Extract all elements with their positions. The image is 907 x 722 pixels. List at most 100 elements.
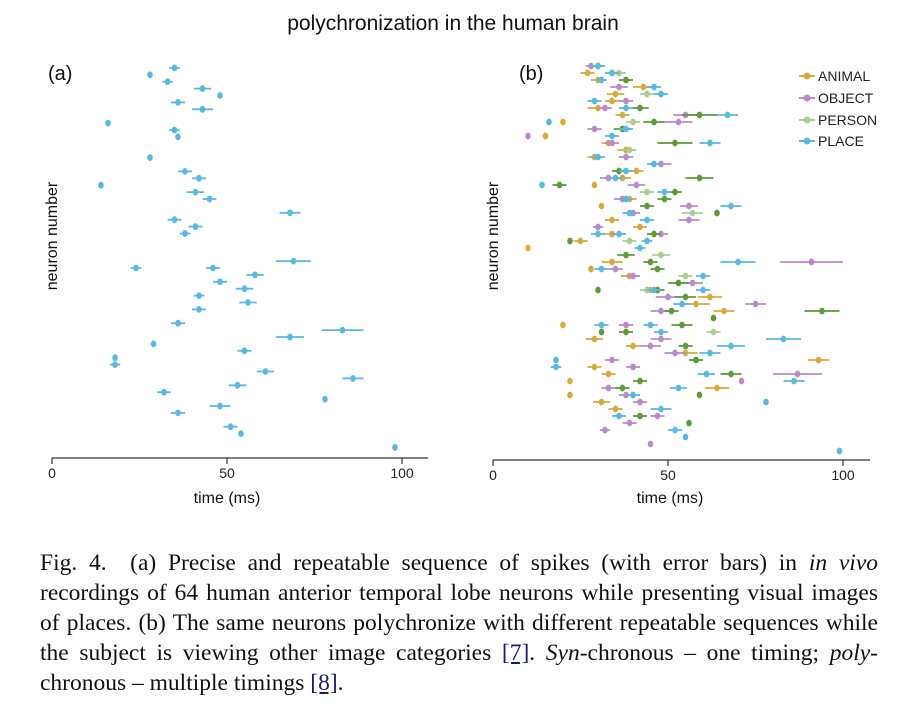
spike-mark [685, 174, 714, 182]
spike-mark [626, 118, 640, 126]
spike-point [647, 321, 654, 329]
spike-mark [605, 132, 619, 140]
citation-link-8[interactable]: [8] [310, 670, 338, 696]
spike-point [728, 370, 734, 378]
spike-point [651, 286, 657, 294]
spike-point [595, 62, 601, 70]
spike-point [682, 293, 689, 301]
spike-point [752, 300, 759, 308]
spike-mark [647, 230, 661, 238]
spike-point [133, 264, 139, 272]
spike-mark [668, 279, 689, 287]
spike-point [696, 174, 703, 182]
spike-point [651, 160, 657, 168]
spike-point [196, 174, 202, 182]
spike-mark [594, 321, 609, 329]
spike-mark [619, 104, 633, 112]
spike-mark [640, 342, 661, 350]
spike-point [658, 90, 664, 98]
spike-mark [678, 272, 693, 280]
legend-label-animal: ANIMAL [818, 68, 870, 84]
citation-link-7[interactable]: [7] [501, 640, 530, 666]
spike-point [182, 168, 188, 175]
spike-point [171, 126, 178, 134]
spike-mark [392, 444, 398, 451]
spike-mark [171, 99, 185, 106]
caption-emphasis: poly [829, 640, 871, 666]
spike-point [700, 272, 706, 280]
spike-mark [682, 209, 703, 217]
spike-mark [657, 188, 672, 196]
spike-mark [591, 181, 598, 189]
spike-mark [696, 272, 710, 280]
spike-point [644, 188, 650, 196]
spike-mark [641, 237, 653, 245]
spike-point [539, 181, 545, 189]
spike-point [672, 349, 678, 357]
spike-point [637, 412, 643, 420]
spike-mark [276, 257, 311, 265]
spike-mark [657, 195, 672, 203]
spike-point [626, 209, 633, 217]
spike-point [693, 356, 699, 364]
spike-mark [643, 258, 658, 266]
spike-mark [697, 293, 723, 301]
spike-mark [622, 419, 637, 427]
panel-b: (b) neuron number time (ms) 0 50 100 ANIMA… [485, 62, 877, 507]
spike-point [630, 118, 636, 126]
spike-point [682, 433, 689, 441]
spike-mark [193, 85, 212, 92]
spike-point [241, 285, 248, 293]
spike-point [287, 333, 293, 341]
spike-point [598, 202, 605, 210]
spike-mark [650, 405, 672, 413]
spike-point [623, 125, 629, 133]
spike-mark [587, 363, 602, 371]
spike-mark [567, 237, 573, 245]
spike-point [612, 265, 619, 273]
spike-mark [699, 139, 721, 147]
spike-mark [606, 90, 625, 98]
spike-mark [612, 230, 626, 238]
spike-point [290, 257, 297, 265]
spike-point [819, 307, 825, 315]
spike-point [591, 363, 598, 371]
panel-a-x-axis: 0 50 100 [48, 457, 428, 481]
spike-point [206, 195, 213, 203]
spike-point [658, 335, 664, 343]
spike-mark [157, 388, 171, 396]
spike-mark [239, 299, 257, 306]
spike-mark [238, 430, 244, 437]
spike-point [735, 258, 741, 266]
spike-mark [836, 447, 843, 455]
spike-point [654, 265, 661, 273]
spike-point [623, 76, 629, 84]
spike-point [661, 188, 668, 196]
spike-point [227, 423, 234, 431]
spike-mark [601, 384, 616, 392]
spike-point [700, 286, 706, 294]
spike-mark [550, 363, 562, 371]
spike-point [780, 335, 787, 343]
spike-point [105, 119, 111, 127]
spike-mark [664, 349, 686, 357]
spike-point [630, 363, 636, 371]
spike-mark [678, 216, 700, 224]
spike-point [560, 118, 566, 126]
spike-point [609, 216, 615, 224]
spike-point [710, 328, 717, 336]
spike-mark [619, 97, 633, 105]
spike-mark [610, 83, 628, 91]
spike-mark [592, 223, 604, 231]
spike-point [623, 167, 629, 175]
figure-caption: Fig. 4. (a) Precise and repeatable seque… [40, 548, 878, 698]
spike-point [595, 286, 601, 294]
spike-point [147, 71, 153, 79]
figure-title: polychronization in the human brain [287, 12, 619, 35]
spike-point [647, 440, 654, 448]
spike-point [591, 97, 598, 105]
x-tick-label: 50 [660, 467, 676, 483]
spike-mark [605, 69, 619, 77]
spike-point [609, 139, 615, 147]
spike-point [525, 244, 531, 252]
